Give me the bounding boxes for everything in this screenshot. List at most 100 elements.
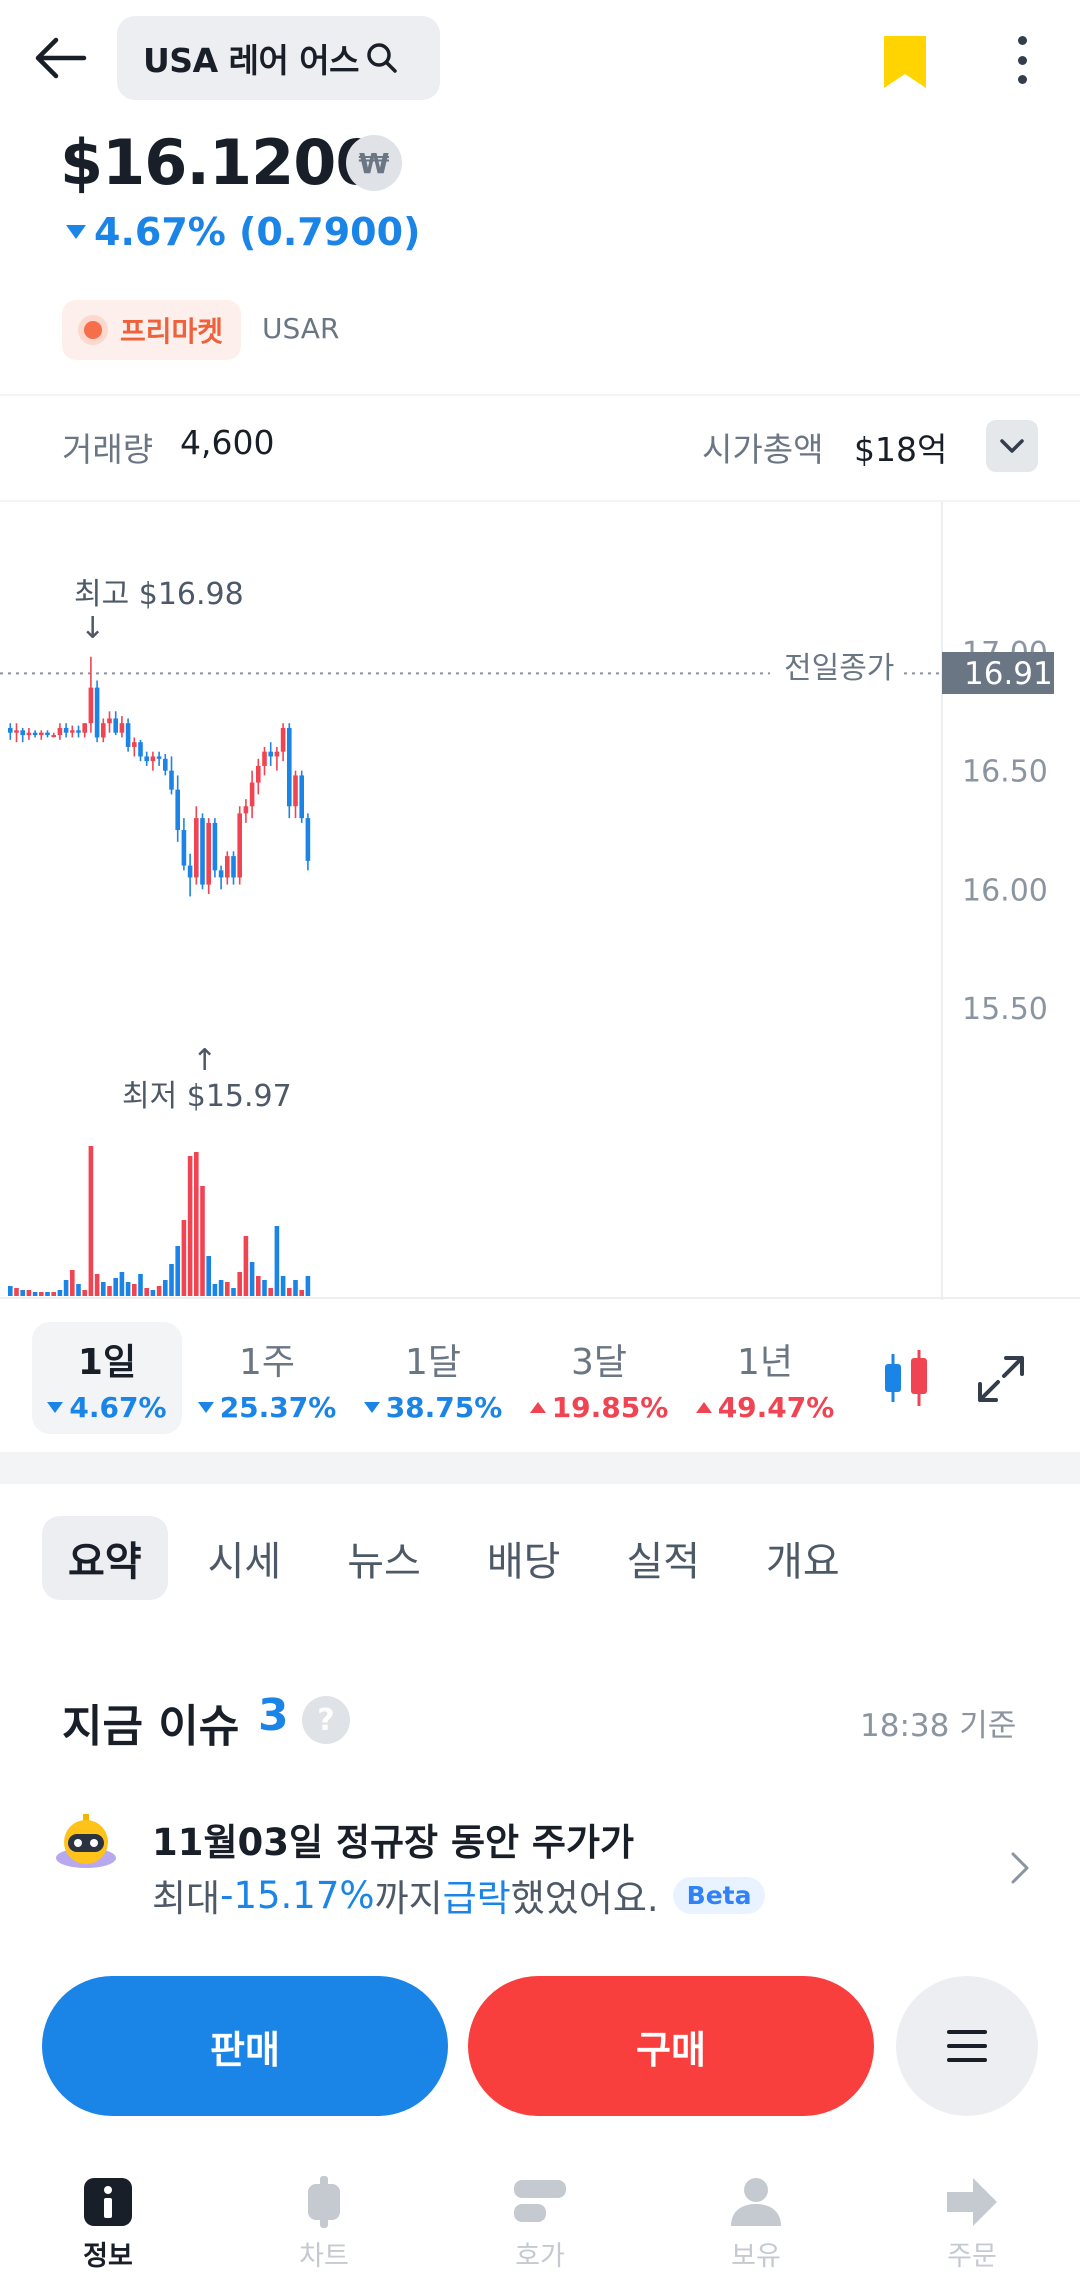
volume-bar: [132, 1284, 137, 1296]
volume-bar: [39, 1292, 44, 1296]
back-button[interactable]: [28, 26, 92, 90]
candle: [20, 727, 25, 743]
volume-bar: [101, 1282, 106, 1296]
volume-bar: [218, 1280, 224, 1296]
nav-holdings[interactable]: 보유: [686, 2176, 826, 2273]
tab-dividend[interactable]: 배당: [486, 1539, 561, 1585]
chart-type-toggle[interactable]: [880, 1348, 932, 1408]
candle: [125, 718, 131, 752]
issue-headline[interactable]: 11월03일 정규장 동안 주가가: [152, 1821, 635, 1864]
stats-expand-button[interactable]: [986, 420, 1038, 472]
candle: [287, 723, 292, 819]
volume-bar: [45, 1292, 50, 1296]
volume-bar: [280, 1276, 286, 1296]
stock-name: USA 레어 어스: [143, 41, 360, 80]
volume-bar: [268, 1288, 273, 1296]
volume-bar: [20, 1290, 25, 1296]
issue-detail-pre: 최대: [152, 1877, 221, 1920]
period-3m[interactable]: 3달 19.85%: [524, 1322, 674, 1434]
issue-timestamp: 18:38 기준: [860, 1708, 1017, 1744]
nav-orders[interactable]: 주문: [902, 2176, 1042, 2273]
candle: [212, 818, 218, 878]
issue-detail[interactable]: 최대 -15.17% 까지 급락 했었어요. Beta: [152, 1868, 766, 1922]
tab-summary[interactable]: 요약: [42, 1516, 168, 1600]
candle: [256, 758, 261, 795]
volume-bar: [156, 1286, 162, 1296]
period-1y[interactable]: 1년 49.47%: [690, 1322, 840, 1434]
tab-news[interactable]: 뉴스: [347, 1539, 421, 1585]
nav-label: 호가: [515, 2241, 565, 2272]
volume-bar: [243, 1236, 249, 1296]
ticker-symbol: USAR: [262, 312, 340, 345]
candle: [218, 865, 224, 890]
candle: [138, 739, 143, 762]
bottom-navigation: 정보 차트 호가 보유 주문: [0, 2176, 1080, 2284]
period-1w[interactable]: 1주 25.37%: [192, 1322, 342, 1434]
volume-bar: [200, 1186, 205, 1296]
candle: [150, 751, 156, 771]
volume-bar: [26, 1290, 32, 1296]
buy-button[interactable]: 구매: [468, 1976, 874, 2116]
help-icon[interactable]: ?: [302, 1696, 350, 1744]
period-1m[interactable]: 1달 38.75%: [358, 1322, 508, 1434]
volume-bar: [125, 1282, 131, 1296]
issue-title: 지금 이슈: [62, 1701, 240, 1752]
candle: [163, 754, 168, 776]
bookmark-button[interactable]: [880, 34, 930, 90]
candle: [200, 813, 205, 890]
candle: [293, 770, 298, 819]
volume-bar: [51, 1292, 56, 1296]
divider: [0, 394, 1080, 396]
fullscreen-button[interactable]: [976, 1354, 1026, 1404]
candle: [57, 723, 63, 740]
orderbook-icon: [514, 2180, 566, 2222]
candlestick-icon: [885, 1350, 927, 1406]
candle: [51, 732, 56, 738]
currency-toggle[interactable]: ₩: [346, 135, 402, 191]
candle: [32, 730, 38, 738]
candle: [181, 818, 187, 871]
low-annotation: 최저 $15.97: [122, 1079, 292, 1114]
volume-bar: [32, 1292, 38, 1296]
session-badge: 프리마켓: [62, 300, 242, 360]
period-change-value: 49.47%: [717, 1390, 835, 1424]
candle: [26, 727, 32, 740]
tab-overview[interactable]: 개요: [766, 1539, 840, 1585]
more-dot: [1017, 36, 1027, 45]
volume-bar: [175, 1246, 180, 1296]
high-annotation: 최고 $16.98: [74, 577, 244, 612]
nav-chart[interactable]: 차트: [254, 2176, 394, 2273]
nav-orderbook[interactable]: 호가: [470, 2176, 610, 2273]
more-menu-button[interactable]: [1000, 30, 1044, 90]
session-label: 프리마켓: [120, 315, 224, 348]
volume-bar: [212, 1284, 218, 1296]
y-axis-tick: 16.50: [962, 755, 1048, 790]
nav-info[interactable]: 정보: [38, 2176, 178, 2273]
volume-bar: [225, 1282, 230, 1296]
period-label: 1일: [77, 1341, 137, 1383]
tab-quotes[interactable]: 시세: [207, 1539, 282, 1585]
period-label: 1주: [238, 1341, 296, 1383]
volume-bar: [293, 1280, 298, 1296]
volume-bar: [119, 1272, 125, 1296]
period-change-value: 25.37%: [219, 1390, 337, 1424]
stock-search-pill[interactable]: USA 레어 어스: [117, 16, 440, 100]
y-axis-tick: 16.00: [962, 873, 1048, 908]
tab-earnings[interactable]: 실적: [626, 1539, 701, 1585]
sell-button[interactable]: 판매: [42, 1976, 448, 2116]
section-separator: [0, 1452, 1080, 1484]
volume-bar: [63, 1280, 69, 1296]
hamburger-menu-button[interactable]: [896, 1976, 1038, 2116]
volume-bar: [287, 1288, 292, 1296]
issue-open-button[interactable]: [1005, 1848, 1035, 1888]
period-change: 19.85%: [529, 1390, 669, 1424]
volume-bar: [274, 1226, 280, 1296]
price-change-text: 4.67% (0.7900): [94, 210, 421, 254]
prev-close-label: 전일종가: [784, 651, 894, 686]
period-1d[interactable]: 1일 4.67%: [32, 1322, 182, 1434]
candle: [88, 656, 94, 733]
period-change-value: 19.85%: [551, 1390, 669, 1424]
volume-bar: [113, 1278, 118, 1296]
